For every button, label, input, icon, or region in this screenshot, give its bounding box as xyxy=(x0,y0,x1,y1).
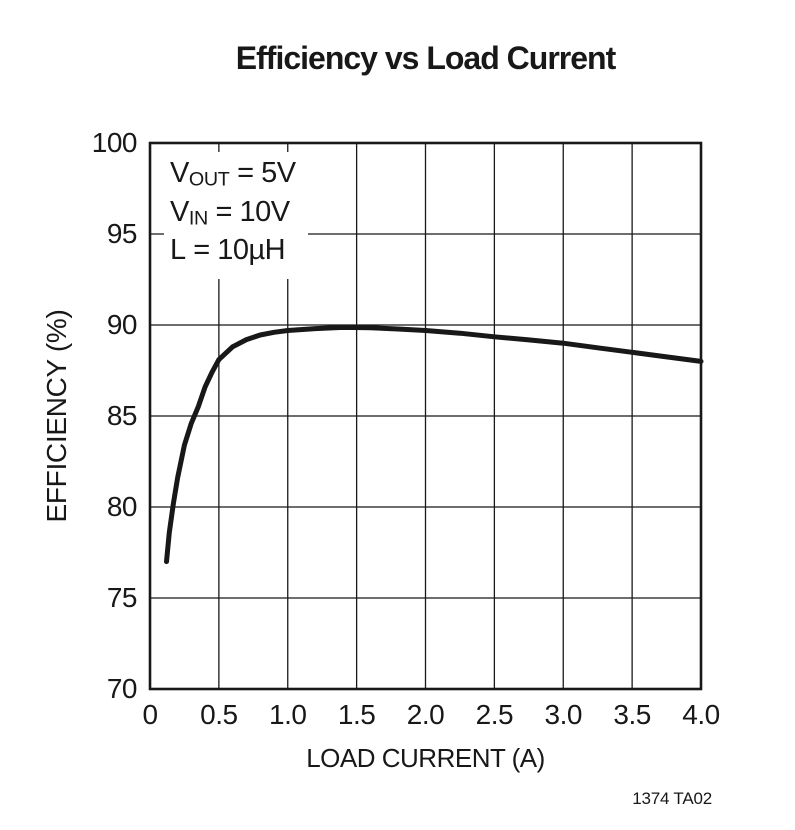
x-tick-label: 1.0 xyxy=(269,699,307,730)
y-tick-label: 70 xyxy=(106,673,138,704)
efficiency-curve xyxy=(164,324,704,565)
x-tick-label: 0.5 xyxy=(200,699,238,730)
x-tick-label: 2.5 xyxy=(475,699,514,730)
y-tick-label: 90 xyxy=(106,309,138,340)
figure-code: 1374 TA02 xyxy=(632,789,712,808)
annotation-line-vout: VOUT = 5V xyxy=(170,157,296,191)
y-tick-label: 100 xyxy=(91,127,138,158)
operating-conditions-annotation: VOUT = 5V VIN = 10V L = 10µH xyxy=(164,152,308,279)
y-tick-label: 85 xyxy=(106,400,138,431)
y-tick-label: 95 xyxy=(106,218,138,249)
x-tick-label: 3.5 xyxy=(613,699,651,730)
y-tick-label: 80 xyxy=(106,491,138,522)
plot-frame xyxy=(148,141,703,691)
y-axis-title: EFFICIENCY (%) xyxy=(41,309,72,523)
x-tick-label: 4.0 xyxy=(682,699,720,730)
x-tick-label: 0 xyxy=(142,699,158,730)
x-tick-label: 1.5 xyxy=(337,699,376,730)
y-tick-label: 75 xyxy=(106,582,138,613)
annotation-line-vin: VIN = 10V xyxy=(170,195,290,230)
chart-title: Efficiency vs Load Current xyxy=(235,40,616,76)
x-tick-label: 3.0 xyxy=(544,699,583,730)
x-tick-label: 2.0 xyxy=(406,699,445,730)
annotation-line-inductor: L = 10µH xyxy=(170,234,286,267)
x-axis-title: LOAD CURRENT (A) xyxy=(306,743,545,773)
